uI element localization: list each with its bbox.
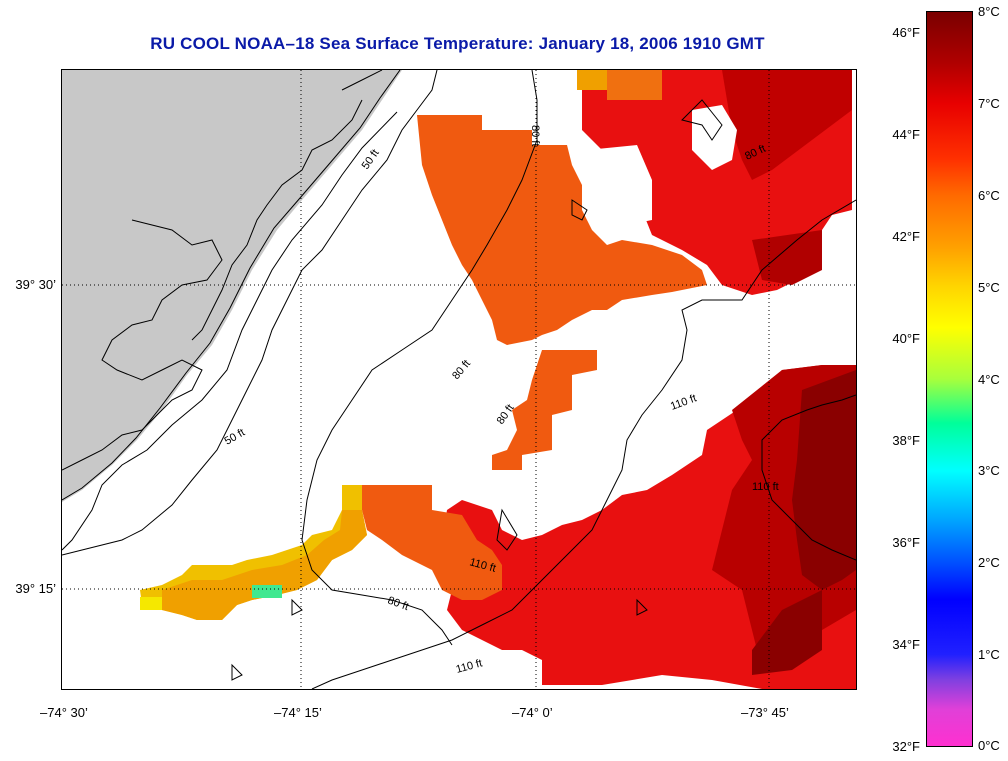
colorbar-fahrenheit-label: 34°F xyxy=(892,637,920,652)
colorbar-fahrenheit-label: 36°F xyxy=(892,535,920,550)
colorbar-fahrenheit-label: 46°F xyxy=(892,25,920,40)
sst-patch-top-orange xyxy=(577,70,662,100)
coastline xyxy=(62,70,401,501)
latitude-label: 39° 30’ xyxy=(15,277,56,292)
contour-label: 50 ft xyxy=(360,147,382,171)
longitude-label: –73° 45’ xyxy=(741,705,789,720)
bay-outline xyxy=(62,219,223,471)
sst-map: 50 ft 50 ft 80 ft 80 ft 80 ft 80 ft 80 f… xyxy=(61,69,857,690)
colorbar-fahrenheit-label: 44°F xyxy=(892,127,920,142)
map-title: RU COOL NOAA–18 Sea Surface Temperature:… xyxy=(150,34,765,53)
contour-label: 110 ft xyxy=(669,392,698,412)
temperature-colorbar xyxy=(926,11,973,747)
sst-map-svg: 50 ft 50 ft 80 ft 80 ft 80 ft 80 ft 80 f… xyxy=(62,70,856,689)
colorbar-fahrenheit-label: 38°F xyxy=(892,433,920,448)
colorbar-celsius-label: 7°C xyxy=(978,96,1000,111)
sst-patch-southwest xyxy=(140,485,502,620)
longitude-label: –74° 15’ xyxy=(274,705,322,720)
colorbar-fahrenheit-label: 40°F xyxy=(892,331,920,346)
sst-patch-southeast xyxy=(442,365,856,689)
colorbar-celsius-label: 6°C xyxy=(978,188,1000,203)
contour-label: 80 ft xyxy=(386,595,410,614)
colorbar-fahrenheit-label: 42°F xyxy=(892,229,920,244)
sst-patch-northeast xyxy=(417,70,852,345)
bathymetry-contours xyxy=(62,70,856,689)
contour-label: 110 ft xyxy=(455,657,484,676)
colorbar-celsius-label: 3°C xyxy=(978,463,1000,478)
graticule xyxy=(62,70,856,689)
longitude-label: –74° 0’ xyxy=(512,705,553,720)
colorbar-fahrenheit-label: 32°F xyxy=(892,739,920,754)
contour-label: 80 ft xyxy=(450,358,473,382)
colorbar-celsius-label: 0°C xyxy=(978,738,1000,753)
colorbar-celsius-label: 4°C xyxy=(978,372,1000,387)
colorbar-celsius-label: 2°C xyxy=(978,555,1000,570)
contour-label: 50 ft xyxy=(223,427,248,448)
colorbar-celsius-label: 5°C xyxy=(978,280,1000,295)
sst-patch-center xyxy=(492,350,597,470)
colorbar-celsius-label: 1°C xyxy=(978,647,1000,662)
contour-label: 80 ft xyxy=(529,125,541,146)
longitude-label: –74° 30’ xyxy=(40,705,88,720)
barrier-island xyxy=(191,70,383,341)
contour-label: 110 ft xyxy=(752,481,779,493)
latitude-label: 39° 15’ xyxy=(15,581,56,596)
colorbar-celsius-label: 8°C xyxy=(978,4,1000,19)
